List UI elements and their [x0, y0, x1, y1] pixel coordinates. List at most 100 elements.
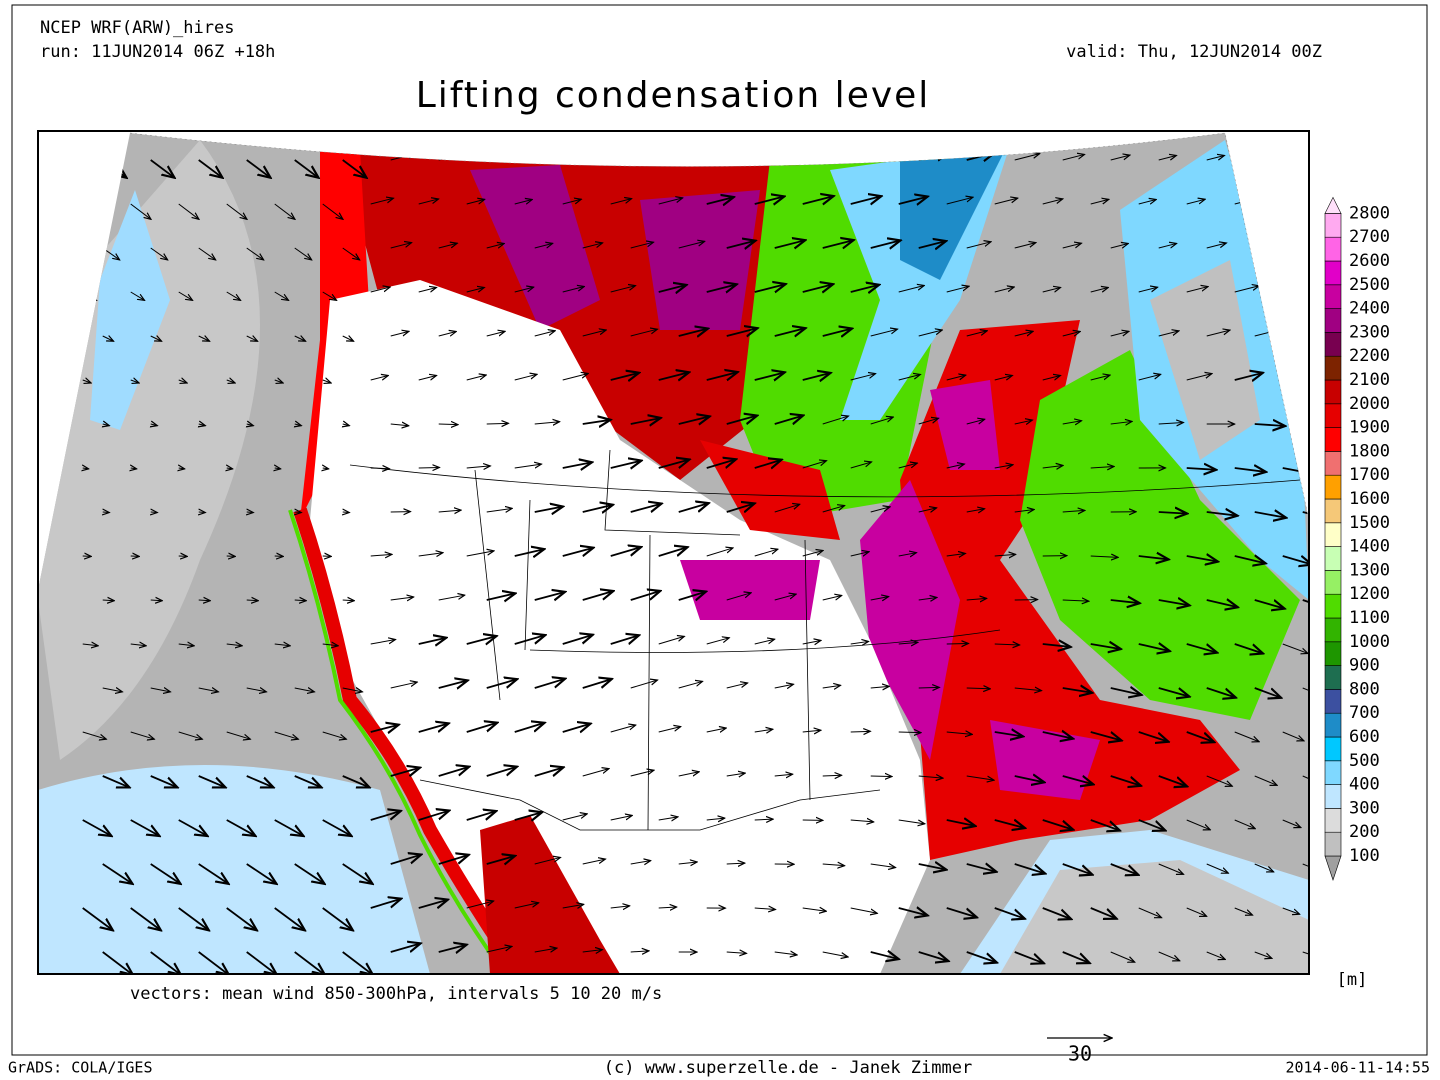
wind-arrow: [342, 600, 355, 601]
wind-arrow: [151, 424, 158, 426]
wind-arrow: [322, 731, 347, 739]
wind-arrow: [274, 819, 304, 836]
colorbar-label: 200: [1349, 822, 1380, 842]
colorbar-box: [1324, 808, 1342, 833]
wind-arrow: [295, 424, 302, 426]
wind-arrow: [610, 286, 636, 293]
wind-arrow: [1110, 155, 1130, 161]
wind-arrow: [1062, 421, 1082, 424]
wind-arrow: [562, 548, 594, 556]
wind-arrow: [726, 952, 747, 953]
wind-arrow: [658, 547, 688, 557]
wind-arrow: [678, 681, 703, 689]
reference-vector-label: 30: [1068, 1042, 1092, 1066]
border-line: [349, 464, 1301, 498]
wind-arrow: [1042, 375, 1061, 380]
wind-arrow: [178, 203, 199, 219]
wind-arrow: [370, 899, 401, 909]
wind-arrow: [1062, 776, 1094, 784]
wind-arrow: [150, 600, 163, 601]
wind-arrow: [1062, 951, 1090, 963]
wind-arrow: [178, 644, 194, 646]
wind-arrow: [438, 680, 468, 688]
wind-arrow: [678, 416, 710, 424]
wind-arrow: [658, 817, 678, 820]
wind-arrow: [1206, 512, 1238, 516]
wind-arrow: [850, 820, 874, 822]
colorbar-box: [1324, 593, 1342, 619]
wind-arrow: [370, 725, 399, 732]
wind-arrow: [630, 242, 654, 249]
wind-arrow: [514, 464, 542, 468]
wind-arrow: [754, 460, 782, 468]
wind-arrow: [1014, 776, 1045, 782]
colorbar-label: 300: [1349, 798, 1380, 818]
wind-arrow: [582, 243, 603, 249]
wind-arrow: [82, 291, 97, 300]
wind-arrow: [226, 731, 251, 739]
wind-arrow: [1014, 243, 1036, 249]
wind-arrow: [178, 291, 193, 300]
wind-arrow: [706, 197, 734, 204]
colorbar-label: 2700: [1349, 227, 1390, 247]
wind-arrow: [514, 812, 542, 820]
wind-arrow: [1110, 775, 1141, 786]
wind-arrow: [1090, 907, 1117, 919]
wind-arrow: [1254, 951, 1272, 958]
wind-arrow: [850, 374, 876, 381]
wind-arrow: [918, 597, 937, 600]
wind-arrow: [562, 814, 587, 821]
wind-arrow: [130, 203, 151, 219]
wind-arrow: [918, 951, 949, 961]
colorbar-label: 2400: [1349, 299, 1390, 319]
wind-arrow: [1138, 556, 1169, 559]
wind-arrow: [1302, 687, 1309, 698]
wind-arrow: [1234, 643, 1263, 653]
colorbar-label: 1900: [1349, 418, 1390, 438]
wind-arrow: [1014, 863, 1045, 874]
wind-arrow: [1014, 509, 1034, 512]
wind-arrow: [390, 243, 412, 249]
wind-arrow: [102, 600, 115, 601]
wind-arrow: [582, 155, 601, 160]
wind-arrow: [1186, 556, 1218, 562]
wind-arrow: [994, 465, 1013, 468]
wind-arrow: [294, 247, 312, 260]
wind-arrow: [898, 642, 918, 644]
wind-arrow: [1110, 331, 1129, 336]
wind-arrow: [1090, 288, 1109, 292]
wind-arrow: [918, 330, 943, 337]
wind-arrow: [918, 687, 940, 688]
wind-arrow: [390, 768, 420, 776]
wind-arrow: [1186, 643, 1217, 653]
colorbar-label: 2800: [1349, 203, 1390, 223]
wind-arrow: [102, 951, 133, 974]
wind-arrow: [658, 460, 690, 468]
wind-arrow: [390, 331, 409, 337]
wind-arrow: [1138, 287, 1158, 293]
wind-arrow: [82, 731, 107, 739]
wind-arrow: [102, 775, 130, 787]
wind-arrow: [466, 811, 497, 821]
colorbar-box: [1324, 689, 1342, 714]
wind-arrow: [246, 863, 277, 884]
wind-arrow: [630, 861, 651, 864]
wind-arrow: [850, 552, 869, 556]
wind-arrow: [418, 638, 447, 644]
wind-arrow: [1254, 424, 1285, 426]
wind-arrow: [1158, 331, 1179, 337]
wind-arrow: [198, 688, 219, 692]
wind-arrow: [802, 373, 831, 380]
wind-arrow: [274, 291, 289, 300]
wind-arrow: [130, 819, 160, 836]
wind-arrow: [802, 284, 833, 292]
colorbar-label: 1100: [1349, 608, 1390, 628]
wind-arrow: [726, 773, 745, 776]
wind-arrow: [1062, 243, 1082, 249]
model-name: NCEP WRF(ARW)_hires: [40, 18, 234, 38]
wind-arrow: [1158, 243, 1177, 248]
colorbar-box: [1324, 498, 1342, 524]
colorbar-box: [1324, 760, 1342, 785]
wind-arrow: [822, 685, 841, 688]
wind-arrow: [198, 951, 229, 974]
